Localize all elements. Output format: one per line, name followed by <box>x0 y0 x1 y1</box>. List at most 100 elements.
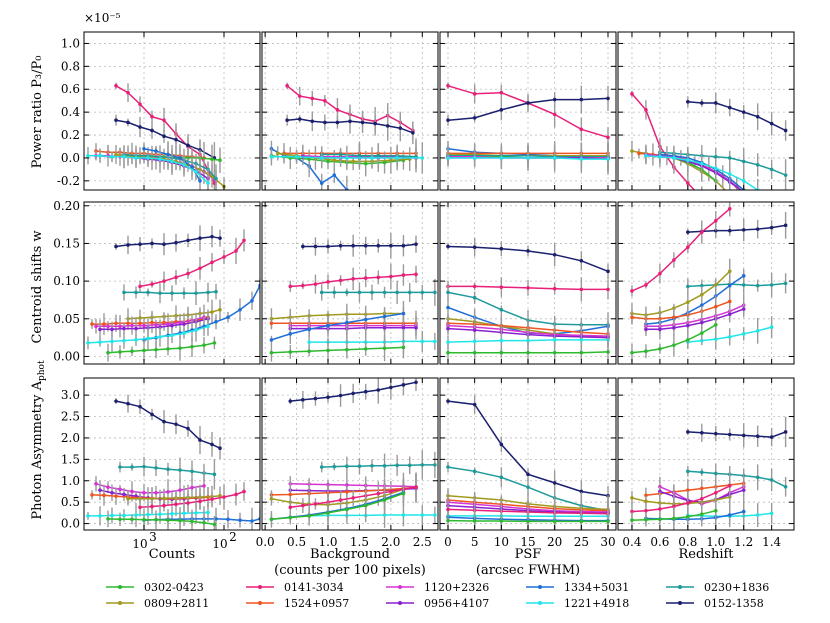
data-point <box>332 290 337 295</box>
data-point <box>126 496 130 501</box>
data-point <box>727 156 732 160</box>
data-point <box>727 484 732 488</box>
data-point <box>310 119 315 124</box>
xtick-label: 0.8 <box>678 535 697 549</box>
data-point <box>138 404 142 409</box>
data-point <box>210 260 214 265</box>
data-point <box>526 249 530 253</box>
series-0141-3034 <box>288 263 418 294</box>
data-point <box>741 228 746 232</box>
data-point <box>114 321 118 326</box>
xtick-label: 15 <box>520 535 535 549</box>
data-point <box>351 159 355 164</box>
series-line <box>271 312 404 341</box>
data-point <box>376 153 381 158</box>
data-point <box>162 503 166 508</box>
series-line <box>115 235 221 248</box>
data-point <box>297 94 302 98</box>
data-point <box>130 465 134 469</box>
data-point <box>446 290 450 295</box>
data-point <box>389 489 393 494</box>
data-point <box>395 463 399 468</box>
data-point <box>382 346 387 350</box>
data-point <box>98 488 102 492</box>
data-point <box>713 219 718 223</box>
data-point <box>118 517 122 522</box>
data-point <box>433 290 437 295</box>
data-point <box>345 483 349 487</box>
data-point <box>154 517 158 522</box>
ytick-label: 0.0 <box>61 517 80 531</box>
data-point <box>472 328 477 332</box>
legend: 0302-0423 0809+2811 0141-3034 1524+0957 1120… <box>106 581 769 610</box>
legend-marker <box>398 585 402 589</box>
panel-frame <box>261 201 439 365</box>
data-point <box>389 385 393 390</box>
data-point <box>345 347 349 352</box>
data-point <box>214 176 218 181</box>
data-point <box>713 283 718 287</box>
data-point <box>363 161 368 166</box>
data-point <box>142 464 146 469</box>
data-point <box>150 412 154 417</box>
data-point <box>138 321 142 326</box>
series-line <box>139 239 245 288</box>
data-point <box>755 227 760 231</box>
data-point <box>686 100 690 104</box>
panel-frame <box>617 201 795 365</box>
data-point <box>499 90 504 95</box>
data-point <box>326 348 330 353</box>
series-layer <box>630 202 788 362</box>
series-0302-0423 <box>269 335 406 362</box>
data-point <box>326 511 330 515</box>
data-point <box>783 281 788 286</box>
data-point <box>446 518 450 523</box>
data-point <box>218 446 222 451</box>
data-point <box>783 173 788 177</box>
series-line <box>631 208 731 292</box>
data-point <box>526 101 530 105</box>
panel-r2-c2 <box>261 201 439 365</box>
ylabel-subscript: phot <box>37 360 47 381</box>
data-point <box>351 391 355 396</box>
data-point <box>345 290 349 295</box>
data-point <box>351 496 355 500</box>
data-point <box>338 393 343 398</box>
series-0152-1358 <box>301 232 418 259</box>
data-point <box>686 245 690 250</box>
data-point <box>338 152 343 157</box>
ylabel-photon-asymmetry: Photon Asymmetry Aphot <box>30 360 47 520</box>
series-line <box>645 482 744 497</box>
data-point <box>446 156 450 160</box>
data-point <box>98 514 102 518</box>
data-point <box>234 249 238 253</box>
data-point <box>741 283 746 287</box>
data-point <box>242 238 246 243</box>
data-point <box>700 496 704 501</box>
series-0141-3034 <box>446 277 610 302</box>
data-point <box>446 350 450 355</box>
data-point <box>401 513 406 517</box>
data-point <box>90 493 94 497</box>
series-0302-0423 <box>269 146 406 177</box>
data-point <box>222 495 226 499</box>
data-point <box>552 112 557 117</box>
data-point <box>446 340 450 344</box>
data-point <box>526 156 530 160</box>
data-point <box>700 283 704 288</box>
series-layer <box>446 237 610 364</box>
data-point <box>174 240 178 245</box>
data-point <box>212 472 217 477</box>
data-point <box>370 156 374 160</box>
panel-grid: -0.20.00.20.40.60.81.00.000.050.100.150.… <box>53 31 795 551</box>
data-point <box>420 156 425 160</box>
data-point <box>190 469 194 474</box>
data-point <box>186 238 190 243</box>
power-ratio-multiplier: ×10⁻⁵ <box>84 11 121 25</box>
data-point <box>741 179 746 183</box>
series-0152-1358 <box>446 237 610 279</box>
data-point <box>122 338 126 343</box>
data-point <box>686 181 690 185</box>
data-point <box>178 518 182 523</box>
